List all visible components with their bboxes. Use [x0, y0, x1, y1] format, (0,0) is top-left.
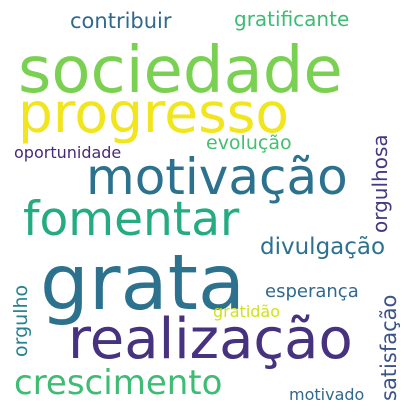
word-grata: grata: [40, 239, 246, 328]
word-orgulho: orgulho: [10, 284, 32, 357]
word-contribuir: contribuir: [70, 9, 172, 33]
word-satisfacao: satisfação: [377, 294, 401, 401]
word-crescimento: crescimento: [14, 363, 223, 403]
word-evolucao: evolução: [206, 132, 292, 154]
word-gratidao: gratidão: [213, 302, 281, 321]
word-esperanca: esperança: [265, 281, 359, 302]
word-divulgacao: divulgação: [260, 234, 386, 260]
word-progresso: progresso: [18, 81, 290, 145]
word-gratificante: gratificante: [234, 7, 350, 31]
word-orgulhosa: orgulhosa: [368, 134, 392, 233]
word-fomentar: fomentar: [23, 192, 240, 247]
word-motivacao: motivação: [86, 148, 348, 206]
word-oportunidade: oportunidade: [14, 143, 122, 162]
word-sociedade: sociedade: [18, 34, 343, 108]
word-motivado: motivado: [289, 385, 365, 404]
word-realizacao: realização: [68, 307, 353, 372]
